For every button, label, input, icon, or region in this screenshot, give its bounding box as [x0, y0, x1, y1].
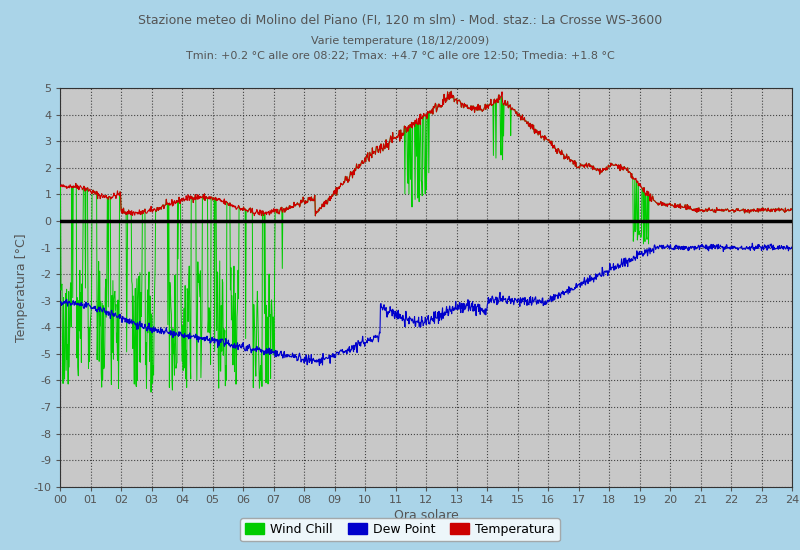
Temperatura	[637, 184, 646, 190]
Dew Point	[541, 298, 550, 304]
Temperatura	[300, 200, 310, 206]
Text: Varie temperature (18/12/2009): Varie temperature (18/12/2009)	[311, 36, 489, 46]
Line: Temperatura: Temperatura	[60, 91, 792, 216]
Line: Wind Chill: Wind Chill	[60, 91, 792, 392]
Wind Chill	[300, 200, 310, 207]
Dew Point	[314, 362, 324, 369]
Y-axis label: Temperatura [°C]: Temperatura [°C]	[15, 233, 28, 342]
Wind Chill	[218, 352, 228, 359]
Wind Chill	[637, 232, 646, 239]
Text: Stazione meteo di Molino del Piano (FI, 120 m slm) - Mod. staz.: La Crosse WS-36: Stazione meteo di Molino del Piano (FI, …	[138, 14, 662, 27]
Wind Chill	[702, 206, 711, 212]
Legend: Wind Chill, Dew Point, Temperatura: Wind Chill, Dew Point, Temperatura	[240, 518, 560, 541]
Dew Point	[55, 299, 65, 306]
X-axis label: Ora solare: Ora solare	[394, 509, 458, 522]
Wind Chill	[55, 183, 65, 189]
Wind Chill	[201, 194, 210, 201]
Temperatura	[702, 206, 711, 212]
Dew Point	[747, 240, 757, 246]
Temperatura	[218, 198, 227, 205]
Wind Chill	[541, 134, 550, 140]
Line: Dew Point: Dew Point	[60, 243, 792, 366]
Wind Chill	[446, 88, 456, 95]
Text: Tmin: +0.2 °C alle ore 08:22; Tmax: +4.7 °C alle ore 12:50; Tmedia: +1.8 °C: Tmin: +0.2 °C alle ore 08:22; Tmax: +4.7…	[186, 51, 614, 60]
Dew Point	[300, 354, 310, 361]
Temperatura	[446, 88, 456, 95]
Dew Point	[701, 241, 710, 248]
Wind Chill	[787, 206, 797, 213]
Temperatura	[200, 197, 210, 204]
Temperatura	[55, 183, 65, 189]
Temperatura	[787, 206, 797, 213]
Dew Point	[787, 245, 797, 251]
Temperatura	[541, 134, 550, 140]
Wind Chill	[146, 389, 156, 395]
Temperatura	[310, 212, 320, 219]
Dew Point	[200, 334, 210, 340]
Dew Point	[636, 251, 646, 258]
Dew Point	[218, 336, 227, 343]
